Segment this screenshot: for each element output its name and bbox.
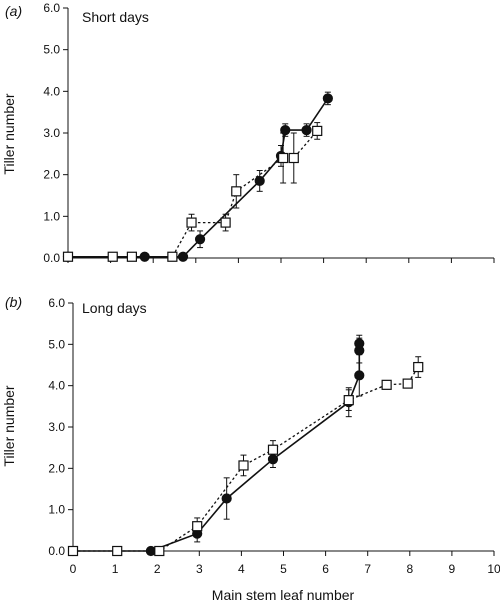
panel-a-y-tick-label: 3.0 (43, 126, 60, 140)
panel-b-y-tick-label: 5.0 (48, 337, 65, 351)
panel-a-series-square-point (126, 251, 138, 262)
panel-b-x-tick-label: 0 (70, 562, 77, 576)
panel-b-series-square-point (381, 379, 392, 390)
panel-a-ticks: 0.0 1.0 2.0 3.0 4.0 5.0 6.0 (43, 1, 495, 265)
panel-a-title: Short days (82, 9, 149, 25)
panel-b-x-tick-label: 9 (449, 562, 456, 576)
panel-a-series-circle-point (301, 124, 312, 136)
panel-b-x-tick-label: 3 (196, 562, 203, 576)
panel-b-series-circle-point (221, 493, 232, 504)
panel-b-series-square-line (73, 366, 419, 552)
panel-b-x-tick-label: 7 (364, 562, 371, 576)
panel-a-series-square-point (62, 251, 74, 262)
panel-b-series-square-point (267, 444, 279, 455)
panel-a-y-tick-label: 1.0 (43, 209, 60, 223)
panel-b-y-tick-label: 6.0 (48, 296, 65, 310)
panel-a-y-tick-label: 4.0 (43, 84, 60, 98)
panel-b-x-tick-label: 1 (112, 562, 119, 576)
panel-b-x-tick-label: 4 (238, 562, 245, 576)
panel-a-series-square-point (312, 125, 323, 137)
panel-b-ticks: 0.0 1.0 2.0 3.0 4.0 5.0 6.0 0 1 2 3 4 5 6 7 8 9 10 (48, 296, 500, 576)
panel-b-y-tick-label: 1.0 (48, 503, 65, 517)
panel-b-x-tick-label: 2 (154, 562, 161, 576)
panel-b-xlabel: Main stem leaf number (212, 587, 355, 603)
panel-b-x-tick-label: 6 (322, 562, 329, 576)
panel-a-series-circle-point (194, 234, 206, 245)
panel-b-y-tick-label: 0.0 (48, 544, 65, 558)
panel-b-y-tick-label: 3.0 (48, 420, 65, 434)
panel-b-series-square-point (413, 361, 424, 373)
panel-a-y-tick-label: 5.0 (43, 43, 60, 57)
panel-a-ylabel: Tiller number (1, 93, 17, 175)
panel-a: (a) Short days Tiller number 0.0 1.0 2.0 3.… (1, 1, 495, 265)
panel-a-series-circle-point (322, 93, 333, 104)
panel-b-y-tick-label: 4.0 (48, 379, 65, 393)
panel-a-series (62, 91, 333, 262)
panel-a-series-square-line (68, 130, 318, 258)
panel-a-y-tick-label: 6.0 (43, 1, 60, 15)
panel-a-series-square-point (288, 152, 299, 164)
panel-a-series-circle-point (177, 251, 189, 262)
panel-b-x-tick-label: 10 (487, 562, 500, 576)
panel-b-ylabel: Tiller number (1, 385, 17, 467)
panel-b-series-square-point (192, 521, 203, 532)
panel-b-series (67, 334, 424, 557)
panel-a-y-tick-label: 0.0 (43, 251, 60, 265)
panel-a-series-square-point (220, 217, 231, 228)
panel-b-series-circle-line (73, 343, 361, 552)
panel-a-series-square-point (167, 251, 178, 262)
panel-b-axes (72, 303, 494, 552)
panel-b-x-tick-label: 5 (280, 562, 287, 576)
panel-b-series-square-point (238, 460, 249, 471)
panel-a-series-circle-point (254, 175, 265, 187)
panel-a-series-square-point (278, 152, 289, 164)
panel-a-y-tick-label: 2.0 (43, 168, 60, 182)
panel-a-label: (a) (5, 3, 22, 19)
panel-b-title: Long days (82, 300, 147, 316)
panel-b-x-tick-label: 8 (406, 562, 413, 576)
panel-b-series-square-point (112, 545, 123, 557)
panel-b-series-square-point (343, 395, 354, 406)
panel-a-series-square-point (107, 251, 118, 262)
panel-a-series-circle-point (280, 124, 291, 136)
panel-b-series-circle-point (354, 338, 365, 349)
panel-b-series-circle-point (354, 370, 365, 381)
panel-b-series-square-point (154, 545, 165, 557)
panel-b-series-square-point (402, 378, 413, 389)
panel-a-series-square-point (186, 217, 197, 228)
panel-a-series-square-point (231, 186, 242, 197)
panel-b-series-square-point (67, 545, 79, 557)
panel-a-series-circle-line (68, 97, 329, 258)
panel-b-label: (b) (5, 294, 22, 310)
panel-b-y-tick-label: 2.0 (48, 461, 65, 475)
panel-b: (b) Long days Tiller number Main stem le… (1, 294, 500, 603)
